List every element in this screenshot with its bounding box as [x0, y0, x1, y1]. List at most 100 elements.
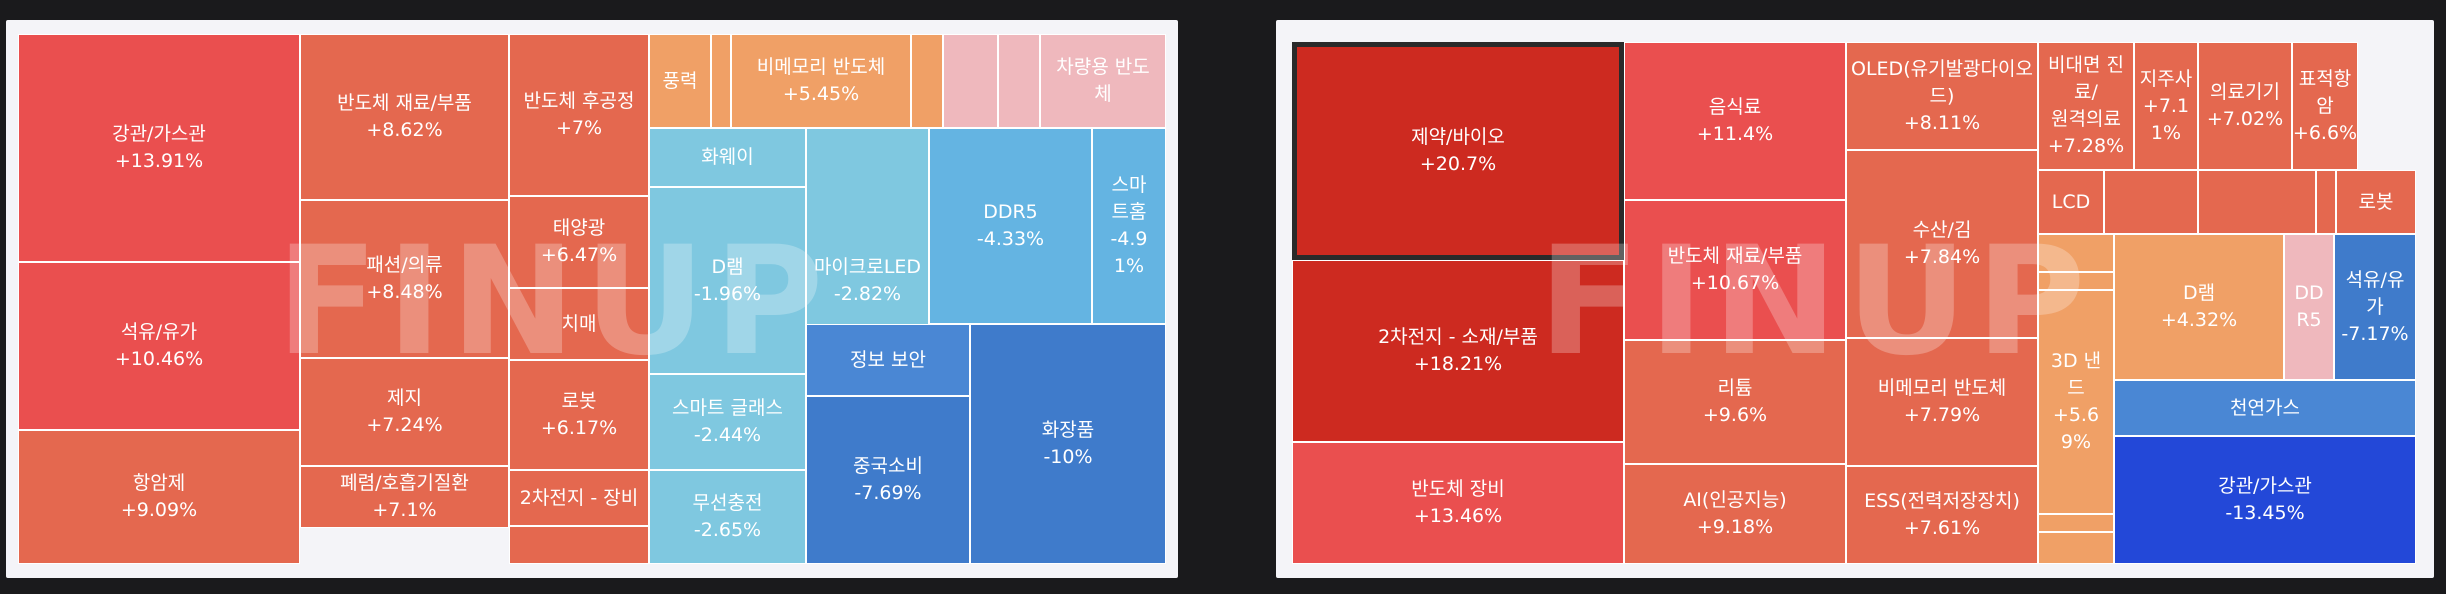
- treemap-cell-18[interactable]: [2316, 170, 2336, 234]
- cell-change: +18.21%: [1413, 353, 1503, 375]
- treemap-cell-0[interactable]: 제약/바이오 +20.7%: [1292, 42, 1624, 260]
- treemap-cell-4[interactable]: 패션/의류 +8.48%: [300, 200, 509, 358]
- cell-change: +7.24%: [366, 414, 443, 436]
- treemap-cell-29[interactable]: 강관/가스관 -13.45%: [2114, 436, 2416, 564]
- cell-change: +6.47%: [540, 244, 618, 266]
- cell-change: +8.62%: [366, 119, 443, 141]
- treemap-cell-14[interactable]: [711, 34, 731, 128]
- treemap-cell-3[interactable]: 반도체 재료/부품 +8.62%: [300, 34, 509, 200]
- cell-label: 2차전지 - 장비: [519, 486, 639, 509]
- treemap-cell-15[interactable]: 비메모리 반도체 +5.45%: [731, 34, 911, 128]
- treemap-cell-1[interactable]: 석유/유가 +10.46%: [18, 262, 300, 430]
- treemap-cell-11[interactable]: 비대면 진료/ 원격의료 +7.28%: [2038, 42, 2134, 170]
- cell-change: +9.18%: [1696, 516, 1774, 538]
- treemap-cell-12[interactable]: [509, 526, 649, 564]
- treemap-cell-6[interactable]: 폐렴/호흡기질환 +7.1%: [300, 466, 509, 528]
- treemap-cell-19[interactable]: 차량용 반도 체: [1040, 34, 1166, 128]
- treemap-cell-3[interactable]: 음식료 +11.4%: [1624, 42, 1846, 200]
- cell-change: +20.7%: [1419, 153, 1497, 175]
- treemap-cell-24[interactable]: 무선충전 -2.65%: [649, 470, 806, 564]
- treemap-cell-14[interactable]: 표적항 암 +6.6%: [2292, 42, 2358, 170]
- cell-change: +7.02%: [2206, 108, 2284, 130]
- treemap-cell-20[interactable]: [2038, 234, 2114, 272]
- treemap-cell-d-25[interactable]: D램 +4.32%: [2114, 234, 2284, 380]
- treemap-cell-4[interactable]: 반도체 재료/부품 +10.67%: [1624, 200, 1846, 340]
- treemap-cell-27[interactable]: 정보 보안: [806, 324, 970, 396]
- cell-change: +6.17%: [540, 417, 618, 439]
- treemap-cell-13[interactable]: 의료기기 +7.02%: [2198, 42, 2292, 170]
- treemap-cell-0[interactable]: 강관/가스관 +13.91%: [18, 34, 300, 262]
- cell-label: LCD: [2051, 190, 2091, 213]
- treemap-cell-3d-22[interactable]: 3D 낸 드 +5.6 9%: [2038, 290, 2114, 514]
- cell-change: -7.17%: [2341, 322, 2409, 345]
- cell-change: +11.4%: [1696, 123, 1774, 145]
- cell-label: 스마트 글래스: [672, 397, 783, 419]
- cell-label: OLED(유기발광다이오 드): [1851, 57, 2033, 107]
- treemap-cell-2-1[interactable]: 2차전지 - 소재/부품 +18.21%: [1292, 260, 1624, 442]
- cell-change: +8.11%: [1903, 111, 1981, 134]
- treemap-cell-20[interactable]: 화웨이: [649, 128, 806, 187]
- treemap-cell-21[interactable]: [2038, 272, 2114, 290]
- treemap-cell-17[interactable]: [943, 34, 998, 128]
- treemap-cell-26[interactable]: 스마 트홈 -4.9 1%: [1092, 128, 1166, 324]
- cell-label: 풍력: [662, 69, 698, 92]
- treemap-cell-16[interactable]: [2104, 170, 2198, 234]
- treemap-cell-5[interactable]: 리튬 +9.6%: [1624, 340, 1846, 464]
- treemap-cell-8[interactable]: 수산/김 +7.84%: [1846, 150, 2038, 338]
- cell-change: +7.1%: [372, 499, 437, 521]
- treemap-cell-18[interactable]: [998, 34, 1040, 128]
- cell-change: +10.46%: [114, 348, 204, 370]
- treemap-cell-8[interactable]: 태양광 +6.47%: [509, 196, 649, 288]
- treemap-cell-d-21[interactable]: D램 -1.96%: [649, 187, 806, 374]
- treemap-cell-23[interactable]: 스마트 글래스 -2.44%: [649, 374, 806, 470]
- cell-label: AI(인공지능): [1683, 489, 1787, 511]
- cell-label: 항암제: [132, 472, 186, 494]
- cell-label: 폐렴/호흡기질환: [340, 472, 469, 494]
- treemap-right: 제약/바이오 +20.7% 2차전지 - 소재/부품 +18.21% 반도체 장비 +13…: [1292, 42, 2416, 564]
- treemap-cell-2[interactable]: 반도체 장비 +13.46%: [1292, 442, 1624, 564]
- treemap-cell-9[interactable]: 비메모리 반도체 +7.79%: [1846, 338, 2038, 466]
- treemap-cell-2[interactable]: 항암제 +9.09%: [18, 430, 300, 564]
- treemap-cell-9[interactable]: 치매: [509, 288, 649, 360]
- treemap-cell-27[interactable]: 석유/유 가 -7.17%: [2334, 234, 2416, 380]
- treemap-cell-29[interactable]: 화장품 -10%: [970, 324, 1166, 564]
- treemap-cell-dd-r5-26[interactable]: DD R5: [2284, 234, 2334, 380]
- cell-label: D램: [711, 255, 744, 278]
- cell-label: 마이크로LED: [813, 256, 922, 278]
- cell-label: 태양광: [552, 217, 606, 239]
- cell-label: 패션/의류: [366, 254, 443, 276]
- treemap-cell-5[interactable]: 제지 +7.24%: [300, 358, 509, 466]
- treemap-cell-28[interactable]: 중국소비 -7.69%: [806, 396, 970, 564]
- cell-label: 반도체 재료/부품: [1667, 245, 1803, 267]
- cell-label: ESS(전력저장장치): [1864, 490, 2020, 512]
- cell-change: +7.84%: [1903, 246, 1981, 268]
- treemap-cell-ddr5-25[interactable]: DDR5 -4.33%: [929, 128, 1092, 324]
- cell-label: 차량용 반도 체: [1056, 56, 1150, 105]
- treemap-cell-28[interactable]: 천연가스: [2114, 380, 2416, 436]
- cell-label: 2차전지 - 소재/부품: [1378, 326, 1538, 348]
- treemap-cell-24[interactable]: [2038, 532, 2114, 564]
- treemap-cell-16[interactable]: [911, 34, 943, 128]
- cell-change: +7.61%: [1903, 517, 1981, 539]
- treemap-panel-left: 강관/가스관 +13.91% 석유/유가 +10.46% 항암제 +9.09% 반도체 재료…: [6, 20, 1178, 578]
- treemap-cell-13[interactable]: 풍력: [649, 34, 711, 128]
- treemap-cell-lcd-15[interactable]: LCD: [2038, 170, 2104, 234]
- cell-label: 의료기기: [2210, 81, 2280, 103]
- treemap-cell-10[interactable]: 로봇 +6.17%: [509, 360, 649, 470]
- treemap-cell-19[interactable]: 로봇: [2336, 170, 2416, 234]
- cell-label: 리튬: [1717, 377, 1753, 399]
- treemap-cell-23[interactable]: [2038, 514, 2114, 532]
- cell-change: +6.6%: [2292, 121, 2358, 144]
- cell-label: 중국소비: [853, 455, 923, 477]
- cell-change: +10.67%: [1690, 272, 1780, 294]
- treemap-cell-17[interactable]: [2198, 170, 2316, 234]
- treemap-cell-2-11[interactable]: 2차전지 - 장비: [509, 470, 649, 526]
- cell-change: +7.1 1%: [2142, 94, 2190, 144]
- treemap-cell-ai-6[interactable]: AI(인공지능) +9.18%: [1624, 464, 1846, 564]
- treemap-cell-ess-10[interactable]: ESS(전력저장장치) +7.61%: [1846, 466, 2038, 564]
- cell-change: +8.48%: [366, 281, 443, 303]
- treemap-cell-oled-7[interactable]: OLED(유기발광다이오 드) +8.11%: [1846, 42, 2038, 150]
- cell-change: -4.9 1%: [1110, 228, 1148, 277]
- treemap-cell-12[interactable]: 지주사 +7.1 1%: [2134, 42, 2198, 170]
- treemap-cell-7[interactable]: 반도체 후공정 +7%: [509, 34, 649, 196]
